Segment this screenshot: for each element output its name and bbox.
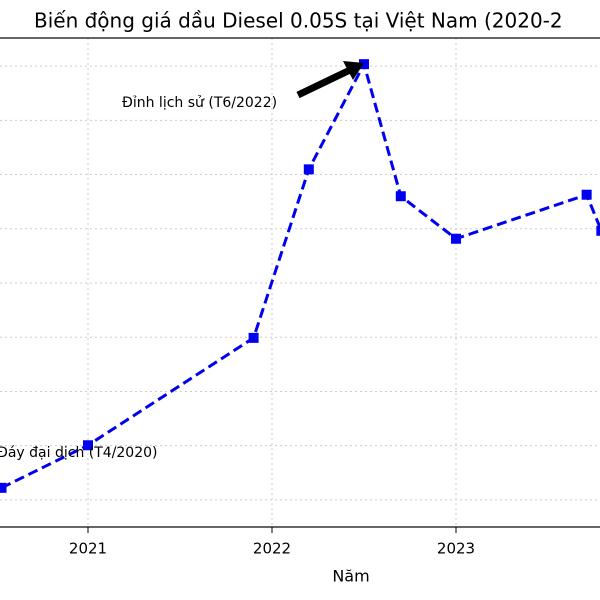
chart-title: Biến động giá dầu Diesel 0.05S tại Việt … (34, 9, 563, 33)
x-tick-label: 2022 (253, 540, 291, 558)
point (451, 233, 461, 244)
point (581, 189, 592, 200)
annotation: Đỉnh lịch sử (T6/2022) (122, 95, 277, 111)
point (248, 332, 259, 343)
series-line (0, 60, 600, 490)
point (83, 440, 93, 451)
x-axis-label: Năm (332, 567, 369, 586)
point (395, 191, 406, 202)
annotation-arrow (296, 66, 352, 99)
plot-frame (0, 37, 600, 528)
x-tick-label: 2023 (437, 540, 475, 558)
point (0, 482, 7, 493)
point (359, 59, 369, 70)
annotation: Đáy đại dịch (T4/2020) (0, 445, 158, 461)
x-tick-label: 2021 (69, 540, 107, 558)
point (596, 225, 600, 236)
annotation-arrow-head (343, 61, 364, 80)
point (303, 164, 314, 175)
